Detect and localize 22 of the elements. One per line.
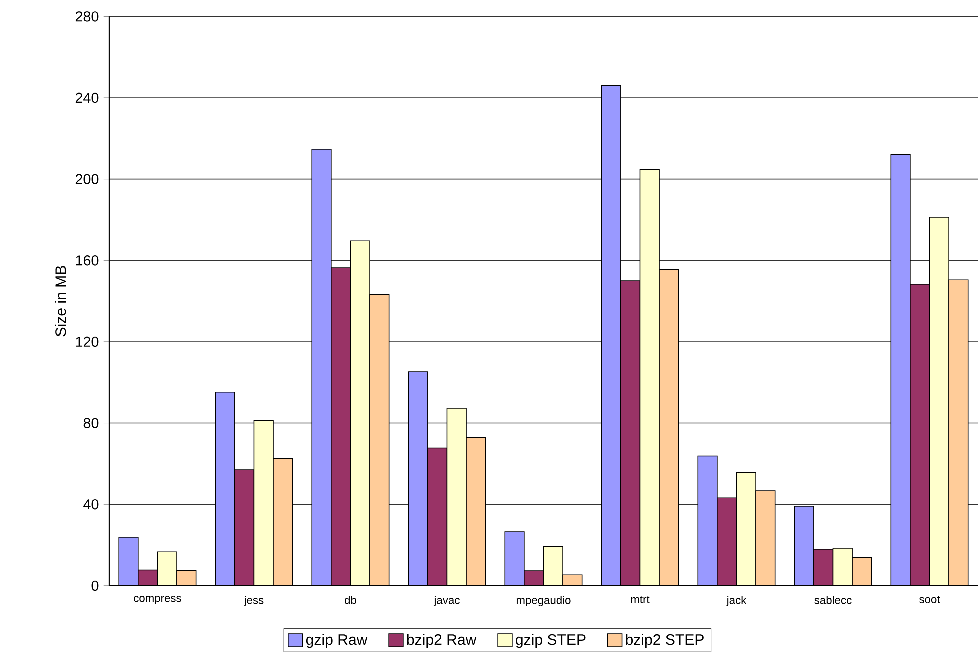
x-tick-label: compress [134, 596, 182, 604]
y-tick-label: 200 [76, 174, 99, 184]
x-tick-label: mtrt [631, 596, 650, 604]
y-tick-label: 80 [84, 418, 99, 428]
x-tick-label: soot [920, 596, 940, 604]
legend-label: bzip2 Raw [407, 634, 477, 648]
x-tick-label: jess [244, 596, 264, 606]
y-tick-label: 160 [76, 255, 99, 266]
y-tick-label: 280 [76, 11, 99, 22]
legend-label: gzip Raw [306, 634, 368, 648]
y-tick-label: 40 [84, 499, 99, 510]
y-tick-label: 120 [76, 336, 99, 347]
y-tick-label: 0 [92, 580, 99, 591]
legend-label: gzip STEP [516, 634, 586, 648]
x-tick-label: jack [726, 596, 747, 606]
legend-label: bzip2 STEP [626, 634, 704, 648]
x-tick-label: db [345, 596, 356, 604]
x-tick-label: sablecc [814, 596, 852, 604]
x-tick-label: javac [434, 596, 460, 606]
x-tick-label: mpegaudio [516, 596, 571, 606]
y-tick-label: 240 [76, 92, 99, 103]
y-axis-title: Size in MB [55, 266, 66, 336]
